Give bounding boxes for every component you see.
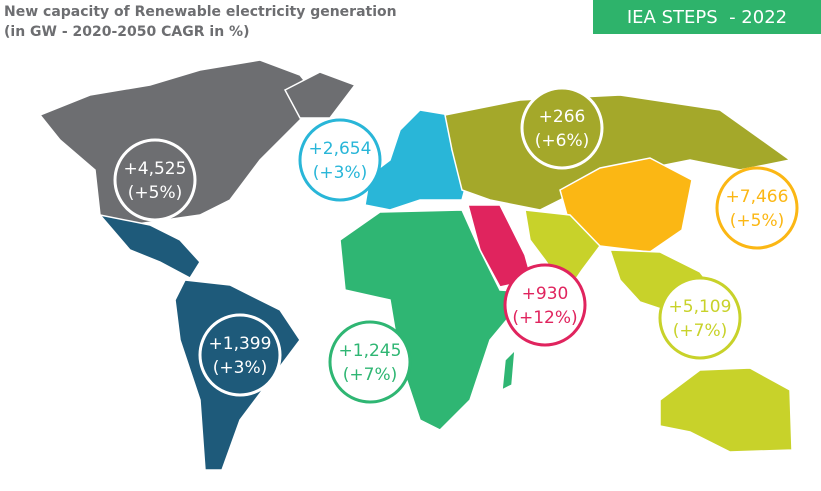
- region-value: +2,654: [309, 139, 372, 159]
- title-line: New capacity of Renewable electricity ge…: [4, 4, 397, 20]
- region-value: +1,399: [209, 334, 272, 354]
- region-value: +930: [522, 284, 569, 304]
- region-bubble: [715, 166, 799, 250]
- region-growth: (+3%): [313, 163, 367, 183]
- central-america: [98, 213, 201, 279]
- region-bubble: [198, 313, 282, 397]
- region-value: +7,466: [726, 187, 789, 207]
- north-america: [38, 59, 322, 226]
- region-bubble: [658, 276, 742, 360]
- region-growth: (+3%): [213, 358, 267, 378]
- title-line: (in GW - 2020-2050 CAGR in %): [4, 24, 249, 40]
- badge-bg: [593, 0, 821, 34]
- region-value: +4,525: [124, 159, 187, 179]
- region-bubble: [113, 138, 197, 222]
- region-growth: (+12%): [512, 308, 577, 328]
- region-growth: (+7%): [343, 365, 397, 385]
- region-growth: (+5%): [128, 183, 182, 203]
- region-bubble: [520, 86, 604, 170]
- region-growth: (+7%): [673, 321, 727, 341]
- region-value: +1,245: [339, 341, 402, 361]
- region-value: +5,109: [669, 297, 732, 317]
- badge: IEA STEPS - 2022: [627, 7, 787, 28]
- map: [38, 59, 793, 471]
- africa: [339, 209, 532, 431]
- region-value: +266: [539, 107, 586, 127]
- region-growth: (+5%): [730, 211, 784, 231]
- region-bubble: [298, 118, 382, 202]
- greenland: [283, 71, 357, 119]
- region-growth: (+6%): [535, 131, 589, 151]
- region-bubble: [503, 263, 587, 347]
- australia: [659, 367, 793, 453]
- madagascar: [501, 348, 516, 392]
- region-bubble: [328, 320, 412, 404]
